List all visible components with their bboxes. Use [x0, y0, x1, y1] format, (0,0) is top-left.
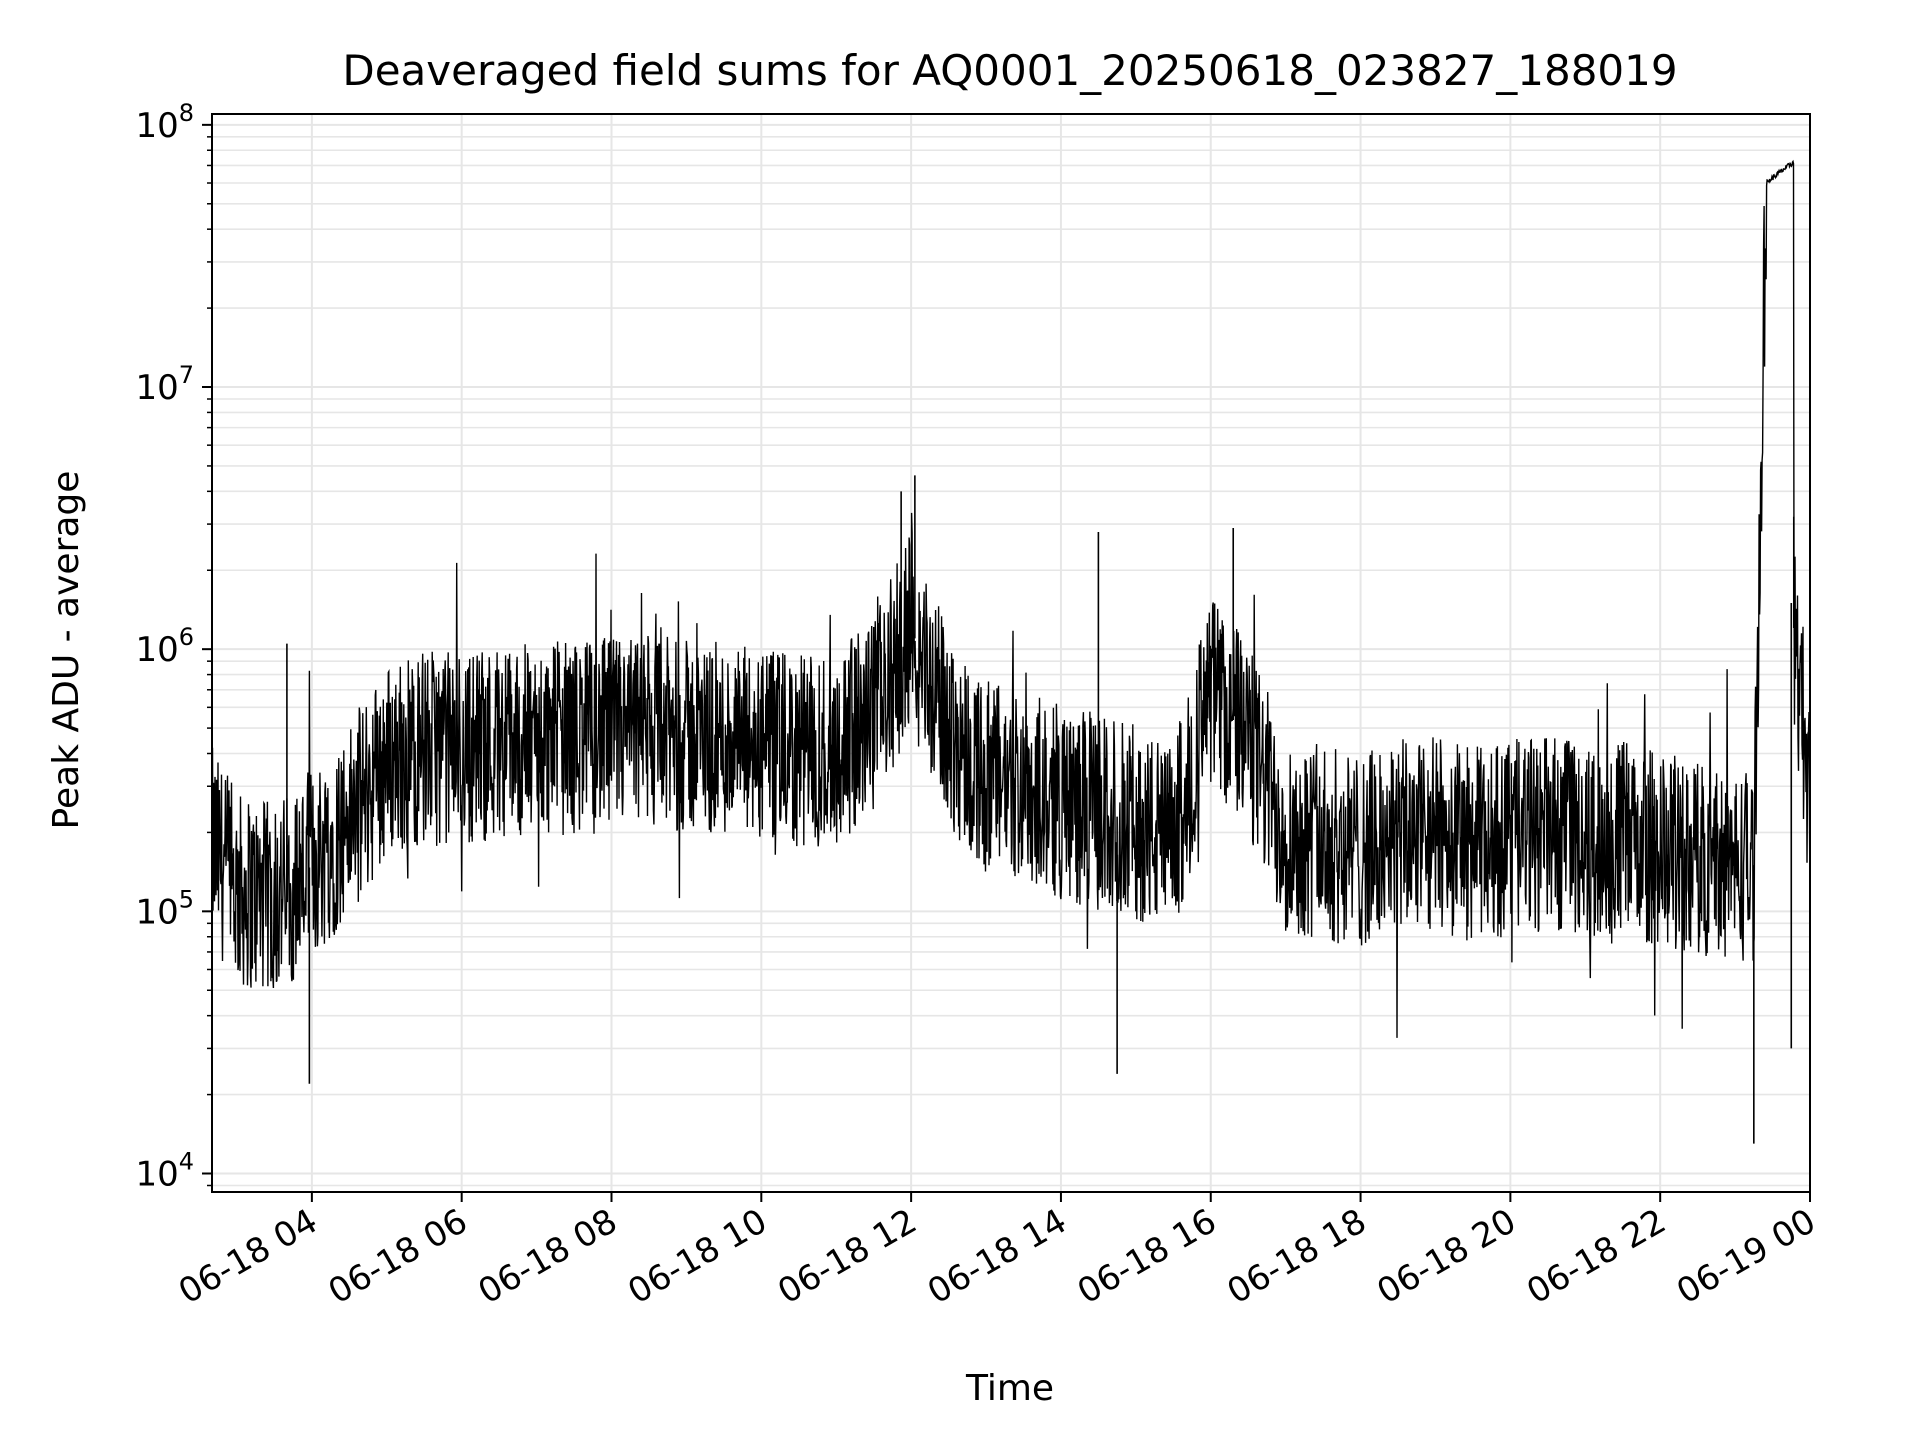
plot-frame	[211, 113, 1811, 1193]
x-axis-label: Time	[965, 1368, 1054, 1409]
series-line	[211, 159, 1811, 1038]
y-axis-label: Peak ADU - average	[46, 471, 87, 830]
grid	[212, 114, 1811, 1192]
y-tick-label: 108	[135, 99, 194, 146]
y-tick-label: 106	[135, 623, 194, 670]
y-tick-label: 107	[135, 361, 194, 408]
chart-title: Deaveraged field sums for AQ0001_2025061…	[342, 46, 1677, 95]
y-tick-label: 105	[135, 885, 194, 932]
series-group	[211, 159, 1811, 1144]
y-tick-label: 104	[135, 1147, 194, 1194]
